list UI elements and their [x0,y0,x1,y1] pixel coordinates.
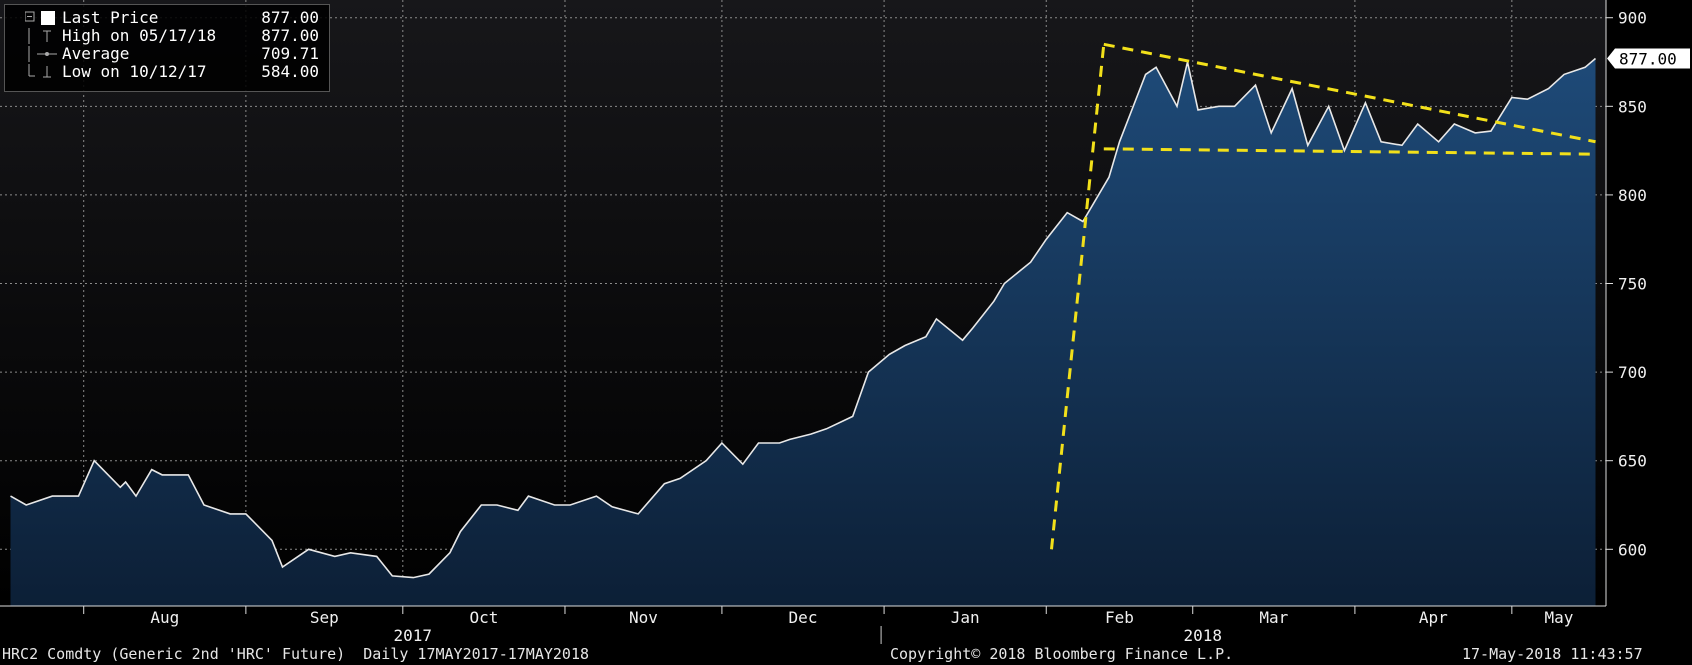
trend-line-breakout-line [1049,44,1106,550]
y-tick-label: 700 [1618,363,1647,382]
legend-row-last-price: Last Price 877.00 [5,9,329,27]
x-tick-label: Sep [310,608,339,627]
x-axis: Aug Sep Oct Nov Dec Jan Feb Mar Apr May 2017 2018 [0,605,1606,645]
x-tick-label: Oct [469,608,498,627]
y-tick-label: 850 [1618,97,1647,116]
legend-label: Average [62,44,130,63]
legend-label: High on 05/17/18 [62,26,217,45]
legend-square-icon [25,11,55,25]
x-tick-label: Mar [1259,608,1288,627]
copyright-notice: Copyright© 2018 Bloomberg Finance L.P. [890,645,1234,663]
legend-value: 709.71 [261,44,319,63]
legend-row-average: Average 709.71 [5,45,329,63]
y-tick-label: 750 [1618,275,1647,294]
x-tick-label: May [1544,608,1573,627]
y-axis: 600 650 700 750 800 850 900 [1605,0,1647,606]
average-marker-icon [28,46,57,62]
legend-box: Last Price 877.00 High on 05/17/18 877.0… [4,4,330,92]
legend-row-high: High on 05/17/18 877.00 [5,27,329,45]
x-tick-label: Feb [1105,608,1134,627]
x-tick-label: Dec [789,608,818,627]
trend-lines [1049,42,1596,550]
legend-value: 584.00 [261,62,319,81]
legend-value: 877.00 [261,26,319,45]
legend-label: Last Price [62,8,159,27]
y-tick-label: 800 [1618,186,1647,205]
price-line [10,57,1597,579]
chart-timestamp: 17-May-2018 11:43:57 [1462,645,1643,663]
x-tick-label: Aug [150,608,179,627]
last-price-tag: 877.00 [1607,48,1690,69]
y-tick-label: 900 [1618,9,1647,28]
legend-row-low: Low on 10/12/17 584.00 [5,63,329,81]
high-marker-icon [28,28,51,44]
legend-label: Low on 10/12/17 [62,62,207,81]
x-tick-label: Apr [1419,608,1448,627]
low-marker-icon [28,64,51,78]
year-label: 2018 [1183,626,1222,645]
trend-line-triangle-upper [1103,42,1596,144]
x-tick-label: Jan [951,608,980,627]
x-tick-label: Nov [629,608,658,627]
year-label: 2017 [394,626,433,645]
trend-line-triangle-lower [1103,147,1596,156]
y-tick-label: 650 [1618,452,1647,471]
y-tick-label: 600 [1618,540,1647,559]
last-price-tag-shape [1607,48,1690,69]
price-area [10,58,1596,606]
legend-value: 877.00 [261,8,319,27]
last-price-label: 877.00 [1619,49,1677,68]
ticker-description: HRC2 Comdty (Generic 2nd 'HRC' Future) D… [2,645,589,663]
